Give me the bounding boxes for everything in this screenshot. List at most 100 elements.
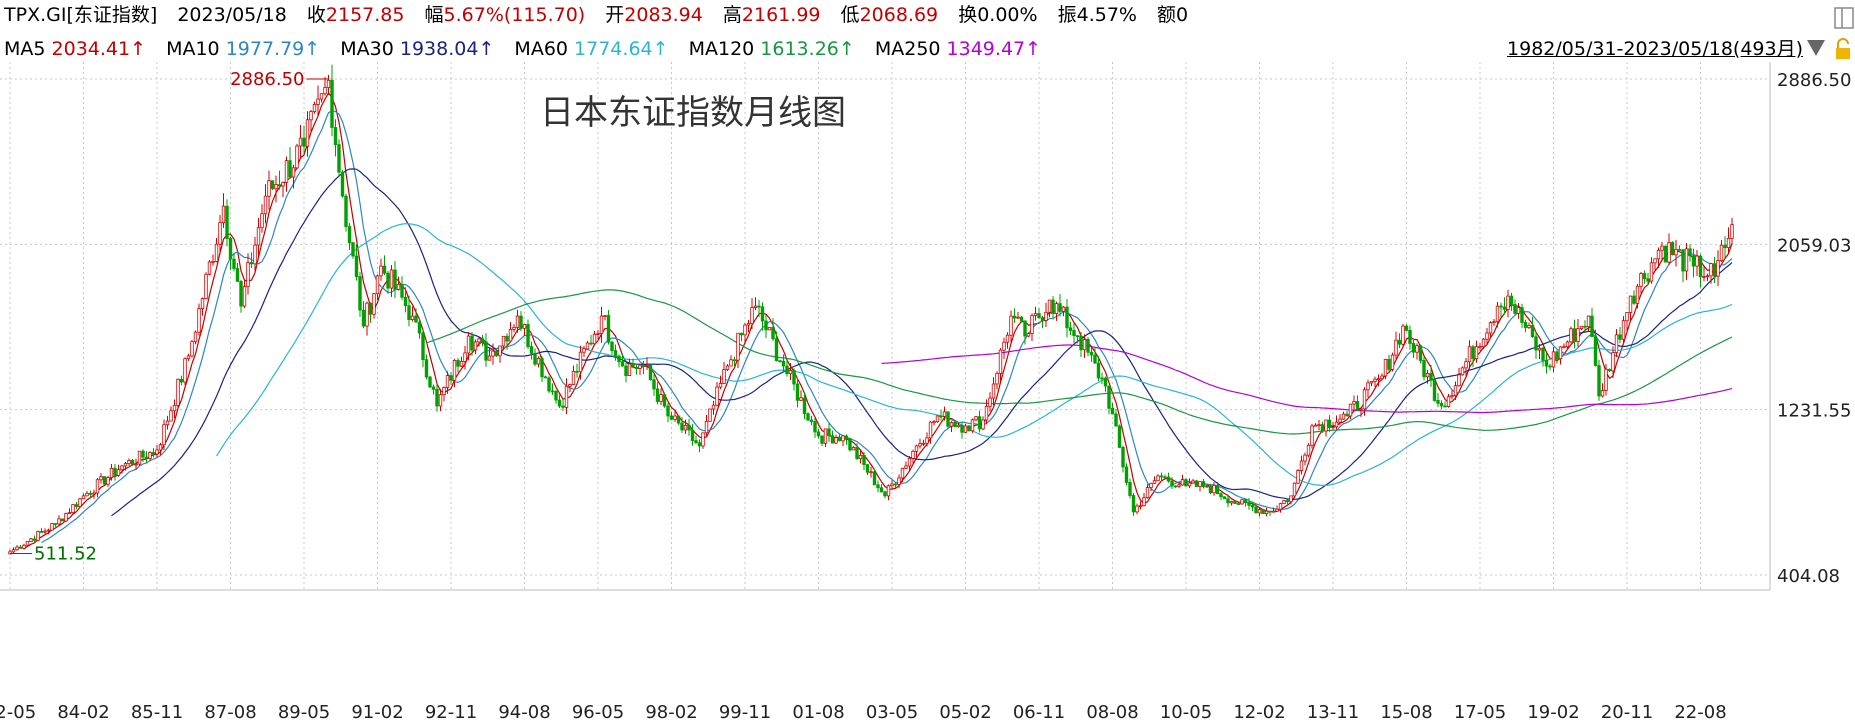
- candle-body: [956, 424, 961, 428]
- candle-body: [43, 530, 47, 533]
- candlestick: [442, 386, 446, 402]
- ma-line-ma5: [23, 91, 1733, 550]
- candlestick: [81, 493, 86, 500]
- candle-body: [974, 416, 978, 421]
- candle-body: [452, 360, 457, 381]
- candlestick: [1229, 500, 1234, 506]
- candle-body: [1635, 285, 1640, 304]
- candle-body: [228, 238, 233, 260]
- candle-body: [193, 331, 198, 343]
- candle-body: [687, 424, 691, 431]
- candlestick: [946, 411, 950, 429]
- candle-body: [1219, 493, 1223, 498]
- candle-body: [183, 358, 187, 383]
- candle-body: [1726, 237, 1731, 249]
- candle-body: [613, 350, 618, 357]
- candlestick: [872, 469, 877, 486]
- candlestick: [764, 315, 768, 339]
- candlestick: [291, 164, 296, 189]
- candlestick: [351, 242, 355, 259]
- candlestick: [522, 323, 527, 336]
- candle-body: [757, 305, 761, 308]
- lock-icon[interactable]: [1833, 38, 1853, 60]
- candlestick: [596, 330, 600, 340]
- candle-body: [1131, 495, 1136, 513]
- chevron-down-icon[interactable]: [1807, 40, 1825, 56]
- candle-layer: [8, 64, 1734, 555]
- candlestick: [449, 372, 453, 385]
- panel-toggle-icon[interactable]: [1833, 6, 1855, 30]
- candle-body: [729, 359, 733, 367]
- candle-body: [855, 447, 859, 460]
- candlestick: [718, 375, 723, 389]
- candle-body: [1163, 476, 1167, 479]
- candlestick: [333, 119, 338, 157]
- candlestick: [603, 315, 607, 321]
- candlestick: [1604, 364, 1608, 396]
- date-range-selector[interactable]: 1982/05/31-2023/05/18(493月): [1507, 38, 1803, 60]
- ma10-label: MA10: [166, 38, 220, 60]
- candlestick: [1544, 353, 1549, 374]
- candlestick: [813, 417, 817, 438]
- candle-body: [508, 328, 513, 342]
- candle-body: [459, 361, 464, 367]
- candlestick: [1499, 302, 1503, 318]
- candle-body: [1257, 509, 1262, 514]
- candle-body: [218, 222, 222, 245]
- candlestick: [799, 390, 803, 402]
- candlestick: [1166, 472, 1171, 483]
- candle-body: [179, 378, 184, 383]
- candle-body: [487, 355, 492, 361]
- candlestick: [848, 437, 852, 452]
- symbol-label[interactable]: TPX.GI[东证指数]: [4, 4, 158, 26]
- candlestick: [557, 394, 562, 409]
- candlestick: [473, 339, 478, 355]
- candle-body: [1625, 312, 1629, 322]
- candlestick: [501, 335, 506, 351]
- candle-body: [1677, 248, 1682, 251]
- candle-body: [491, 350, 495, 357]
- candle-body: [1149, 482, 1153, 488]
- candle-body: [15, 546, 19, 551]
- candlestick: [368, 302, 373, 323]
- candlestick: [1313, 423, 1318, 427]
- candlestick: [445, 371, 450, 394]
- candle-body: [1436, 400, 1440, 404]
- candle-body: [813, 421, 817, 433]
- candlestick: [1565, 340, 1570, 350]
- candlestick: [116, 464, 121, 477]
- candle-body: [1261, 509, 1265, 515]
- candle-body: [249, 262, 254, 265]
- candle-body: [123, 463, 128, 467]
- candle-body: [589, 342, 593, 345]
- candle-body: [1691, 255, 1696, 267]
- candlestick: [113, 463, 117, 481]
- candlestick: [704, 414, 709, 438]
- chart-title: 日本东证指数月线图: [540, 93, 846, 133]
- candlestick: [1145, 484, 1150, 499]
- candle-body: [39, 531, 44, 533]
- candle-body: [88, 492, 93, 495]
- candlestick: [1072, 323, 1076, 344]
- candlestick: [1110, 402, 1115, 415]
- candle-body: [1317, 424, 1321, 427]
- candle-body: [946, 411, 950, 427]
- candlestick: [1163, 474, 1167, 479]
- candle-body: [1534, 336, 1538, 351]
- candle-body: [1656, 249, 1661, 260]
- candlestick: [1023, 320, 1027, 345]
- candle-body: [998, 349, 1003, 374]
- candle-body: [557, 399, 562, 407]
- candlestick: [1075, 335, 1080, 344]
- candle-body: [1191, 480, 1195, 484]
- candle-body: [1233, 501, 1237, 504]
- change-value: 5.67%(115.70): [443, 4, 586, 26]
- candlestick: [137, 450, 142, 466]
- candle-body: [1243, 499, 1248, 503]
- candlestick: [32, 535, 37, 543]
- candlestick: [323, 76, 327, 96]
- candlestick: [466, 332, 471, 361]
- candle-body: [596, 332, 600, 335]
- candlestick: [673, 410, 677, 422]
- candle-body: [1520, 307, 1524, 323]
